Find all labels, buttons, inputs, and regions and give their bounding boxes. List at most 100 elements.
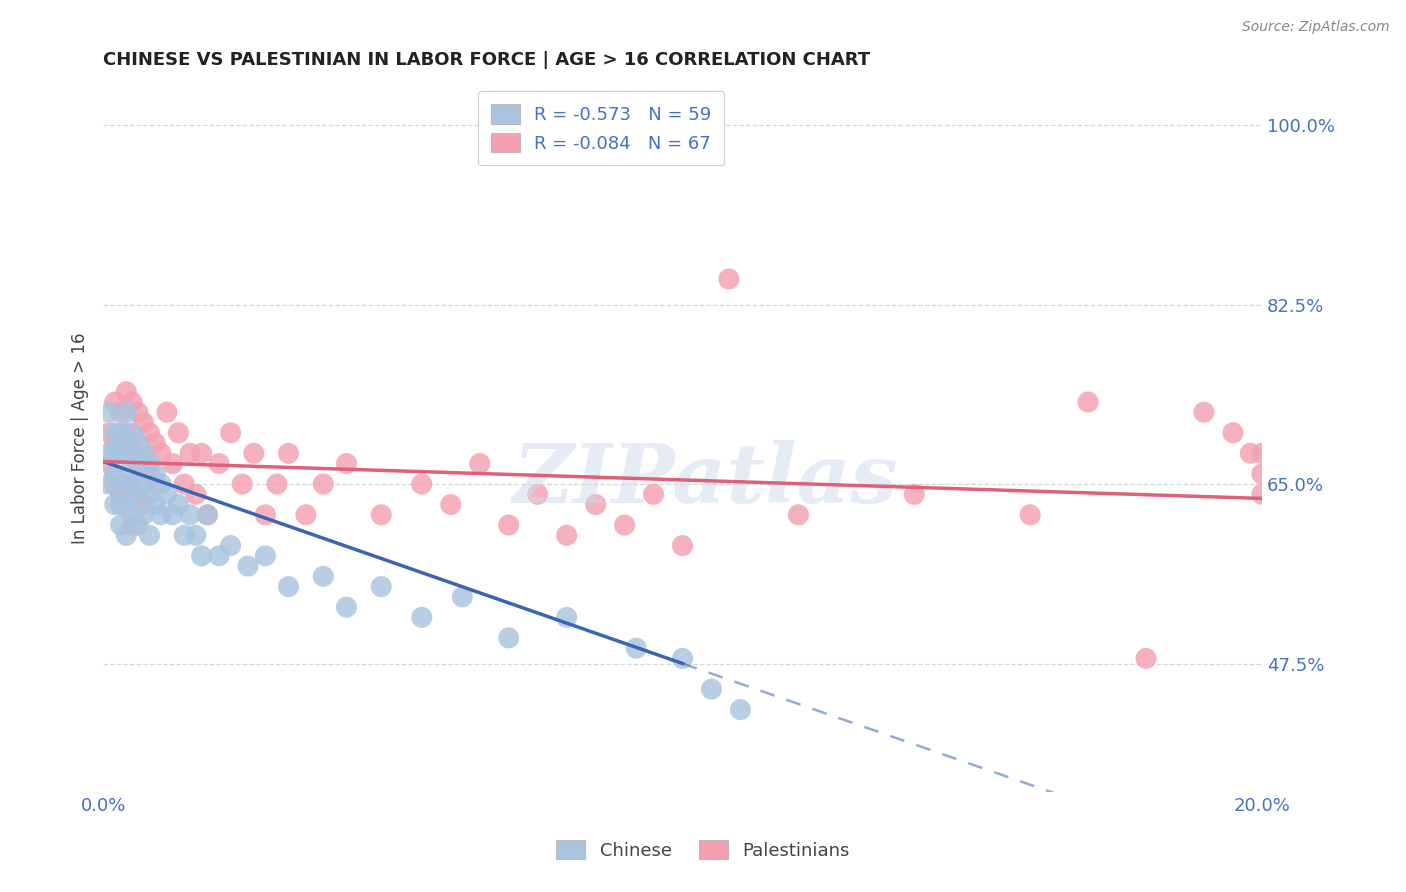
Point <box>219 425 242 440</box>
Legend: Chinese, Palestinians: Chinese, Palestinians <box>550 832 856 867</box>
Point <box>127 487 149 501</box>
Point <box>468 457 491 471</box>
Point <box>115 528 138 542</box>
Point <box>138 425 160 440</box>
Point <box>671 651 693 665</box>
Point <box>143 467 166 481</box>
Point <box>451 590 474 604</box>
Point <box>167 498 190 512</box>
Point <box>231 477 253 491</box>
Point <box>526 487 548 501</box>
Point <box>150 477 173 491</box>
Point <box>127 457 149 471</box>
Point <box>97 477 120 491</box>
Point <box>1251 446 1274 460</box>
Point <box>254 508 277 522</box>
Point <box>115 498 138 512</box>
Point <box>150 508 173 522</box>
Point <box>700 682 723 697</box>
Point <box>110 405 132 419</box>
Point <box>121 395 143 409</box>
Point <box>167 425 190 440</box>
Point <box>335 600 357 615</box>
Point <box>335 457 357 471</box>
Point <box>1192 405 1215 419</box>
Point <box>150 446 173 460</box>
Point <box>411 477 433 491</box>
Point <box>179 508 201 522</box>
Point <box>138 487 160 501</box>
Point <box>312 569 335 583</box>
Point <box>184 487 207 501</box>
Point <box>1222 425 1244 440</box>
Point <box>110 477 132 491</box>
Point <box>104 425 127 440</box>
Point <box>115 477 138 491</box>
Point <box>97 425 120 440</box>
Point <box>585 498 607 512</box>
Point <box>121 436 143 450</box>
Point <box>121 446 143 460</box>
Point <box>179 446 201 460</box>
Point <box>138 467 160 481</box>
Point <box>121 508 143 522</box>
Point <box>190 446 212 460</box>
Point <box>156 405 179 419</box>
Point <box>110 446 132 460</box>
Point <box>643 487 665 501</box>
Point <box>787 508 810 522</box>
Point <box>440 498 463 512</box>
Point <box>208 457 231 471</box>
Point <box>190 549 212 563</box>
Point <box>121 425 143 440</box>
Point <box>97 457 120 471</box>
Point <box>143 436 166 450</box>
Point <box>127 405 149 419</box>
Point <box>254 549 277 563</box>
Point <box>143 498 166 512</box>
Point <box>110 518 132 533</box>
Point <box>624 641 647 656</box>
Point <box>156 487 179 501</box>
Point <box>115 405 138 419</box>
Point <box>104 498 127 512</box>
Point <box>121 477 143 491</box>
Point <box>277 580 299 594</box>
Point <box>115 425 138 440</box>
Point <box>127 446 149 460</box>
Point <box>132 446 155 460</box>
Text: ZIPatlas: ZIPatlas <box>513 441 898 520</box>
Point <box>236 559 259 574</box>
Point <box>115 384 138 399</box>
Point <box>219 539 242 553</box>
Point <box>411 610 433 624</box>
Point <box>104 395 127 409</box>
Point <box>730 703 752 717</box>
Point <box>127 436 149 450</box>
Point <box>162 508 184 522</box>
Point <box>197 508 219 522</box>
Point <box>312 477 335 491</box>
Point <box>97 405 120 419</box>
Point <box>132 498 155 512</box>
Point <box>110 487 132 501</box>
Legend: R = -0.573   N = 59, R = -0.084   N = 67: R = -0.573 N = 59, R = -0.084 N = 67 <box>478 91 724 165</box>
Point <box>132 477 155 491</box>
Point <box>162 457 184 471</box>
Point <box>184 528 207 542</box>
Point <box>370 580 392 594</box>
Point <box>104 446 127 460</box>
Point <box>197 508 219 522</box>
Point <box>115 467 138 481</box>
Point <box>173 528 195 542</box>
Point <box>555 610 578 624</box>
Point <box>143 477 166 491</box>
Point <box>104 467 127 481</box>
Point <box>717 272 740 286</box>
Text: Source: ZipAtlas.com: Source: ZipAtlas.com <box>1241 20 1389 34</box>
Point <box>498 631 520 645</box>
Point <box>110 425 132 440</box>
Point <box>132 457 155 471</box>
Point <box>1239 446 1261 460</box>
Point <box>277 446 299 460</box>
